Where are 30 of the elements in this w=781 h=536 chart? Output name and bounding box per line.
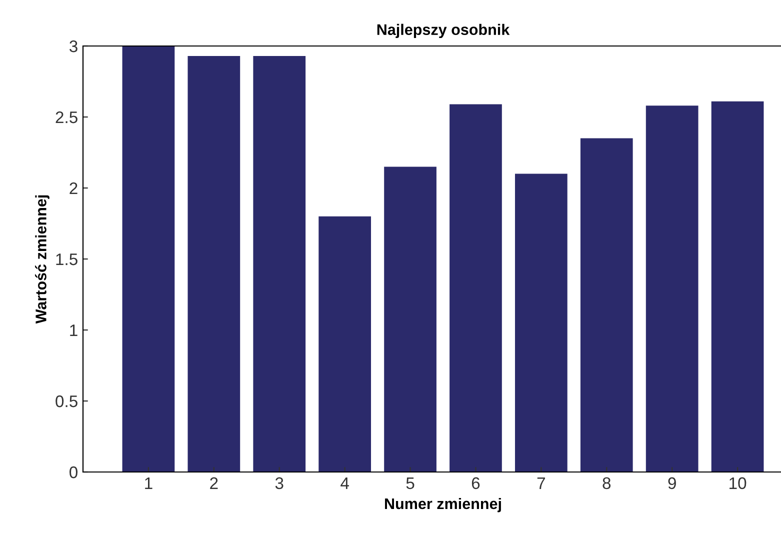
y-tick-label: 0 [70,466,78,478]
y-tick-label: 2.5 [56,111,78,124]
y-tick-label: 3 [70,40,78,52]
y-tick-label: 1.5 [56,254,78,266]
x-tick-label: 5 [406,477,414,490]
x-tick-label: 9 [668,477,676,490]
bar [580,138,633,472]
x-tick-label: 4 [340,477,349,489]
bar [515,174,568,472]
x-tick-label: 7 [537,477,545,489]
bar [711,101,764,472]
y-tick-label: 0.5 [56,395,78,408]
bar [253,56,306,472]
x-tick-label: 3 [275,477,284,490]
x-tick-label: 8 [602,477,611,490]
y-tick-label: 1 [70,324,78,336]
x-tick-label: 2 [210,477,218,489]
x-axis-title: Numer zmiennej [385,498,501,512]
bar [188,56,240,472]
bar [318,216,371,472]
y-axis-title: Wartość zmiennej [35,195,50,324]
bar [122,46,175,472]
x-tick-label: 6 [472,477,480,490]
y-tick-label: 2 [70,182,78,194]
x-tick-label: 10 [730,477,746,490]
bar [450,104,502,472]
x-tick-label: 1 [145,477,152,489]
chart-title: Najlepszy osobnik [377,24,510,38]
bar [646,106,698,472]
bar [384,166,436,472]
